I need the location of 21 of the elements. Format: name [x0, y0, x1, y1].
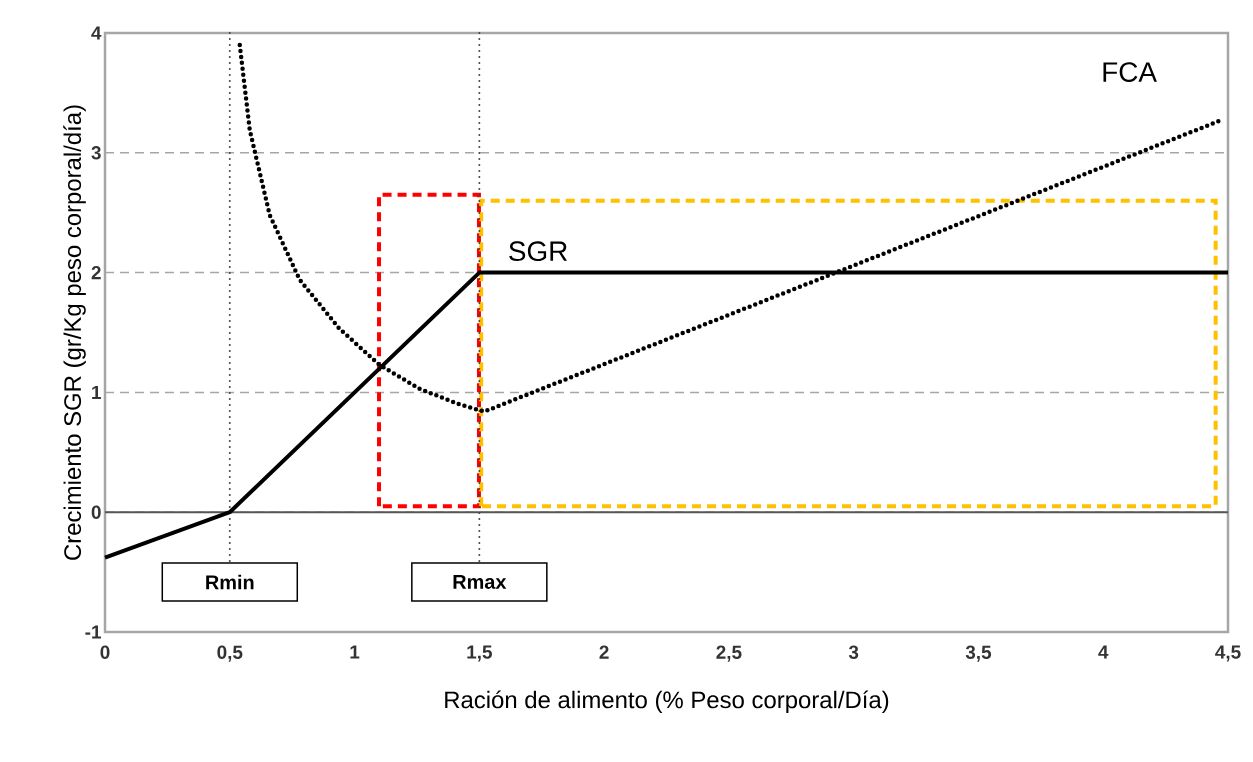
- y-axis-title: Crecimiento SGR (gr/Kg peso corporal/día): [63, 105, 86, 560]
- x-tick-label: 1,5: [467, 645, 492, 662]
- ref-line-label: Rmax: [453, 575, 507, 589]
- x-tick-label: 4,5: [1215, 645, 1241, 662]
- ref-line-label: Rmin: [206, 574, 254, 590]
- x-tick-label: 4: [1098, 645, 1109, 659]
- y-tick-label: 0: [91, 505, 101, 519]
- y-tick-label: 3: [91, 146, 101, 160]
- series-label: SGR: [509, 241, 568, 262]
- y-tick-label: 2: [91, 265, 101, 280]
- x-tick-label: 3: [848, 645, 859, 659]
- x-tick-label: 1: [350, 645, 360, 659]
- text: FCA: [1103, 62, 1157, 82]
- x-tick-label: 2,5: [716, 645, 742, 662]
- x-tick-label: 0,5: [217, 645, 243, 662]
- x-tick-label: 3,5: [965, 645, 992, 662]
- y-tick-label: -1: [85, 625, 101, 639]
- y-tick-label: 1: [92, 385, 101, 399]
- x-axis-title: Ración de alimento (% Peso corporal/Día): [445, 690, 889, 714]
- x-tick-label: 2: [599, 645, 609, 659]
- y-tick-label: 4: [91, 26, 102, 40]
